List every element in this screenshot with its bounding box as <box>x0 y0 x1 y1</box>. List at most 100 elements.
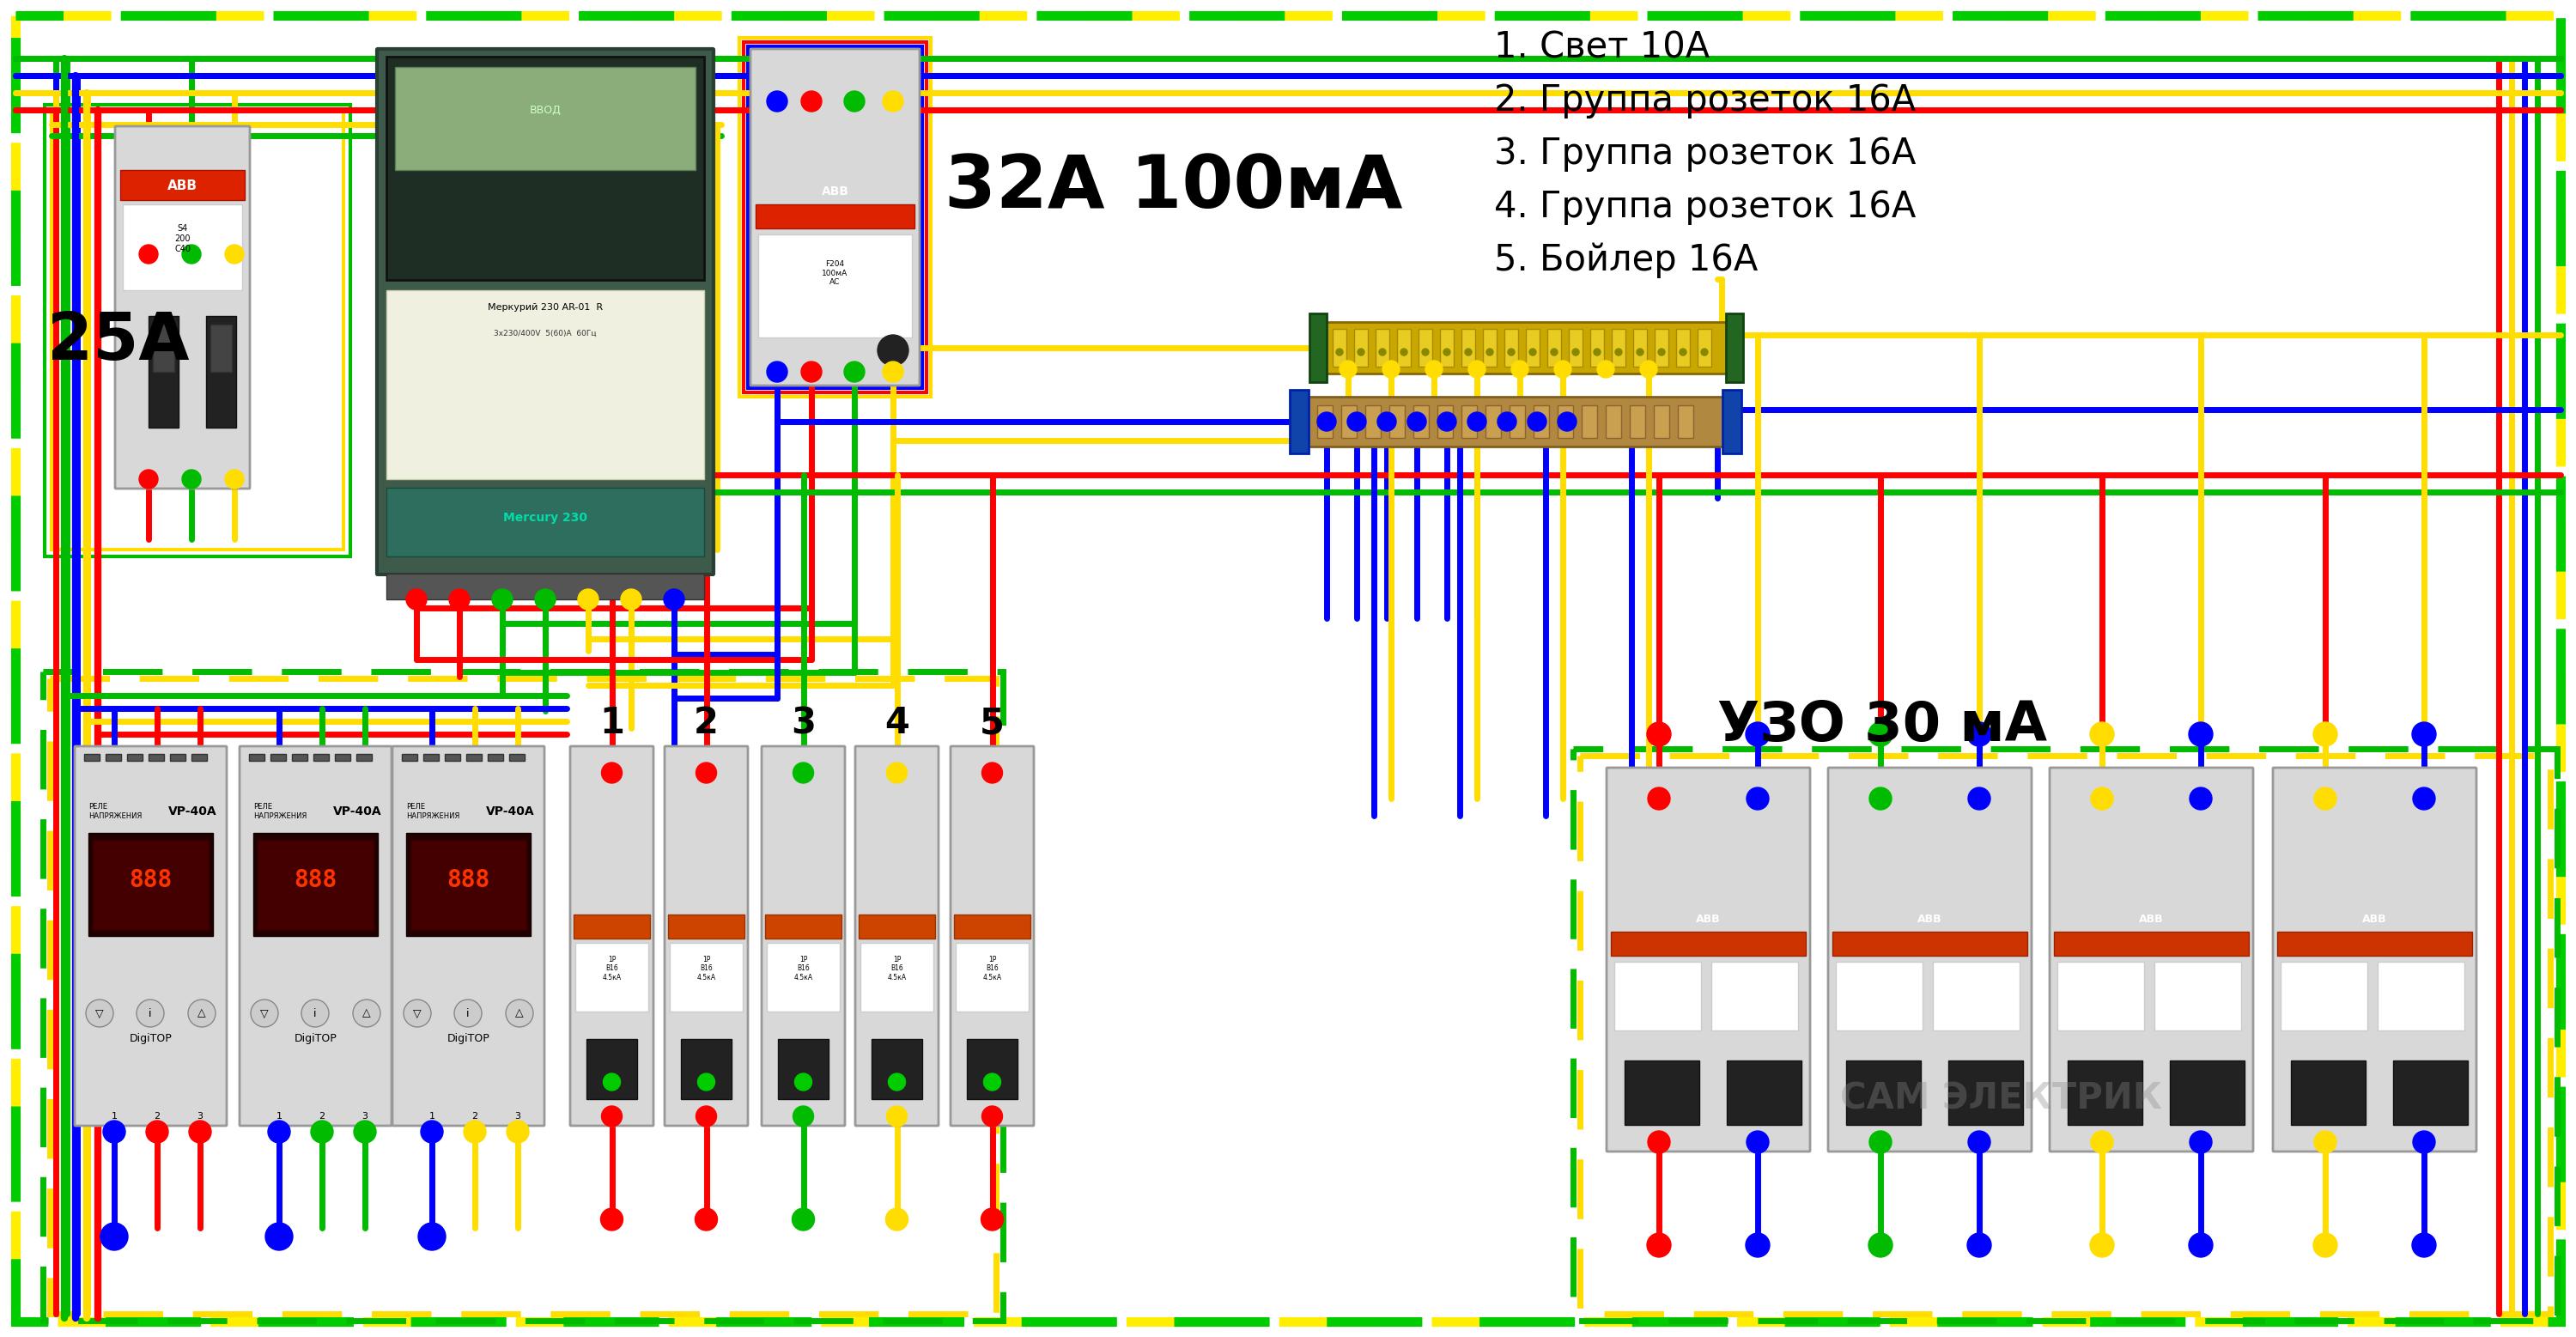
Bar <box>422 754 438 761</box>
Circle shape <box>1551 349 1558 356</box>
Bar <box>1589 329 1605 366</box>
Circle shape <box>793 1209 814 1230</box>
Circle shape <box>793 762 814 783</box>
Bar <box>1461 405 1476 439</box>
Bar <box>1396 329 1412 366</box>
Text: 888: 888 <box>129 868 173 892</box>
Circle shape <box>577 590 598 610</box>
Bar <box>93 840 209 931</box>
Circle shape <box>845 361 866 382</box>
FancyBboxPatch shape <box>116 126 250 488</box>
Text: Mercury 230: Mercury 230 <box>502 512 587 524</box>
Bar <box>1504 329 1517 366</box>
Text: 5: 5 <box>979 705 1005 741</box>
Text: S4
200
C40: S4 200 C40 <box>175 225 191 253</box>
FancyBboxPatch shape <box>75 746 227 1126</box>
Circle shape <box>1968 787 1991 810</box>
Text: i: i <box>314 1008 317 1019</box>
Bar <box>1832 932 2027 956</box>
Text: 32А 100мА: 32А 100мА <box>945 151 1401 223</box>
Circle shape <box>268 1120 291 1143</box>
Circle shape <box>188 1000 216 1027</box>
Bar <box>487 754 502 761</box>
Bar <box>2393 1060 2468 1124</box>
Text: △: △ <box>363 1008 371 1019</box>
Bar <box>1613 329 1625 366</box>
Circle shape <box>2313 722 2336 746</box>
Bar <box>126 754 142 761</box>
Text: VP-40A: VP-40A <box>167 805 216 817</box>
Circle shape <box>768 91 788 111</box>
Circle shape <box>1358 349 1365 356</box>
Circle shape <box>1615 349 1623 356</box>
Text: DigiTOP: DigiTOP <box>294 1034 337 1044</box>
Bar <box>1510 405 1525 439</box>
Circle shape <box>536 590 556 610</box>
Bar <box>1414 405 1430 439</box>
Circle shape <box>312 1120 332 1143</box>
Bar <box>1726 1060 1801 1124</box>
Text: 4: 4 <box>884 705 909 741</box>
Circle shape <box>696 1106 716 1127</box>
Circle shape <box>1646 722 1672 746</box>
Circle shape <box>1747 787 1770 810</box>
Bar <box>386 290 703 479</box>
Bar <box>1525 329 1540 366</box>
Bar <box>510 754 526 761</box>
Circle shape <box>353 1000 381 1027</box>
Circle shape <box>1641 361 1656 378</box>
Circle shape <box>2414 787 2434 810</box>
Text: 3: 3 <box>361 1112 368 1120</box>
Circle shape <box>103 1120 126 1143</box>
FancyBboxPatch shape <box>1829 767 2032 1151</box>
Circle shape <box>407 590 428 610</box>
Circle shape <box>2092 787 2112 810</box>
Bar <box>765 915 842 939</box>
Text: i: i <box>466 1008 469 1019</box>
Bar <box>1654 405 1669 439</box>
Circle shape <box>698 1074 714 1091</box>
Circle shape <box>507 1120 528 1143</box>
Circle shape <box>1468 361 1486 378</box>
Circle shape <box>85 1000 113 1027</box>
FancyBboxPatch shape <box>2272 767 2476 1151</box>
Circle shape <box>1968 1233 1991 1257</box>
Circle shape <box>139 469 157 488</box>
Text: ▽: ▽ <box>260 1008 268 1019</box>
Text: 2: 2 <box>319 1112 325 1120</box>
Bar <box>574 915 649 939</box>
Circle shape <box>1422 349 1430 356</box>
Circle shape <box>1401 349 1406 356</box>
Circle shape <box>1649 787 1669 810</box>
FancyBboxPatch shape <box>750 49 920 385</box>
Circle shape <box>224 245 245 263</box>
Circle shape <box>2411 722 2437 746</box>
Bar <box>1847 1060 1922 1124</box>
Bar <box>1698 329 1710 366</box>
Bar <box>1723 390 1741 453</box>
Bar <box>335 754 350 761</box>
Text: ABB: ABB <box>1695 913 1721 924</box>
Bar <box>250 754 265 761</box>
Bar <box>466 754 482 761</box>
Circle shape <box>100 1223 129 1250</box>
Text: 1P
В16
4.5кА: 1P В16 4.5кА <box>603 956 621 981</box>
Circle shape <box>884 361 904 382</box>
Circle shape <box>1870 787 1891 810</box>
Circle shape <box>984 1074 999 1091</box>
Text: 2: 2 <box>471 1112 479 1120</box>
Circle shape <box>801 91 822 111</box>
FancyBboxPatch shape <box>1607 767 1811 1151</box>
Bar <box>1558 405 1574 439</box>
Circle shape <box>1747 1131 1770 1154</box>
Circle shape <box>1968 1131 1991 1154</box>
Text: 1: 1 <box>600 705 623 741</box>
Bar <box>1316 405 1332 439</box>
Circle shape <box>1443 349 1450 356</box>
Bar <box>106 754 121 761</box>
Circle shape <box>889 1074 907 1091</box>
Circle shape <box>1378 349 1386 356</box>
Circle shape <box>1868 722 1893 746</box>
Text: ABB: ABB <box>2362 913 2388 924</box>
Bar <box>386 56 703 279</box>
